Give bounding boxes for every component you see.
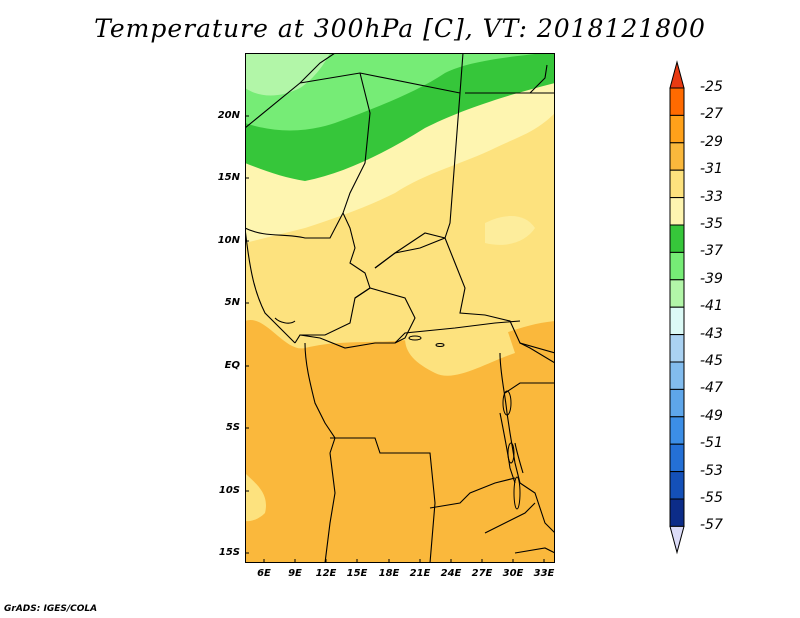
colorbar-tick-label: -47	[700, 380, 723, 397]
lon-tick-label: 30E	[502, 568, 524, 579]
lake-outline	[435, 343, 445, 347]
colorbar-tick-label: -51	[700, 435, 723, 452]
lon-tick-label: 12E	[315, 568, 337, 579]
border-line	[374, 237, 555, 354]
lat-tick-label: EQ	[224, 360, 240, 371]
colorbar-swatch	[669, 361, 685, 390]
lon-tick-label: 9E	[288, 568, 302, 579]
lat-tick-label: 5S	[225, 422, 240, 433]
credit-text: GrADS: IGES/COLA	[4, 604, 98, 614]
lat-tick-label: 10S	[218, 485, 240, 496]
lat-tick-label: 10N	[217, 235, 240, 246]
colorbar-swatch	[669, 498, 685, 527]
colorbar-tick-label: -43	[700, 325, 723, 342]
colorbar-swatch	[669, 388, 685, 418]
colorbar-tick-label: -29	[700, 133, 723, 150]
colorbar-tick-label: -41	[700, 298, 723, 315]
colorbar-arrow-top	[669, 60, 685, 89]
colorbar-tick-label: -31	[700, 161, 723, 178]
colorbar-tick-label: -57	[700, 517, 723, 534]
border-line	[529, 64, 548, 94]
lake-outline	[507, 442, 515, 464]
colorbar-tick-label: -55	[700, 490, 723, 506]
map-border	[245, 53, 555, 563]
border-line	[504, 382, 535, 394]
temperature-map	[245, 53, 555, 563]
colorbar-arrow-bottom	[669, 525, 685, 555]
border-line	[245, 227, 296, 344]
shade-orange	[245, 319, 555, 563]
colorbar-tick-label: -37	[700, 243, 723, 260]
shade-yellow-patch	[245, 473, 266, 522]
border-line	[499, 412, 516, 484]
border-line	[304, 342, 336, 454]
border-line	[484, 502, 536, 534]
colorbar-tick-label: -27	[700, 106, 723, 123]
border-line	[300, 212, 371, 336]
border-line	[324, 452, 336, 563]
border-line	[274, 317, 296, 324]
lake-outline	[502, 390, 512, 416]
colorbar-tick-label: -33	[700, 188, 723, 205]
colorbar-tick-label: -49	[700, 407, 723, 424]
colorbar-swatch	[669, 114, 685, 144]
colorbar-tick-label: -25	[700, 79, 723, 95]
border-line	[519, 482, 555, 534]
border-line	[342, 72, 371, 214]
shade-light-yellow-patch	[485, 216, 535, 245]
lon-tick-label: 27E	[471, 568, 493, 579]
lat-tick-label: 15S	[218, 547, 240, 558]
colorbar-tick-label: -35	[700, 216, 723, 232]
colorbar-swatch	[669, 334, 685, 363]
colorbar-swatch	[669, 87, 685, 116]
border-line	[429, 477, 516, 509]
lon-tick-label: 21E	[409, 568, 431, 579]
colorbar-swatch	[669, 471, 685, 500]
lon-tick-label: 6E	[257, 568, 271, 579]
lake-outline	[513, 476, 521, 510]
lon-tick-label: 18E	[378, 568, 400, 579]
lake-outline	[408, 335, 422, 341]
colorbar-swatch	[669, 306, 685, 336]
colorbar-swatch	[669, 251, 685, 281]
lat-tick-label: 5N	[224, 297, 240, 308]
colorbar-tick-label: -45	[700, 353, 723, 369]
border-line	[330, 437, 436, 563]
shade-green-light	[245, 53, 330, 96]
colorbar-swatch	[669, 416, 685, 445]
border-line	[354, 287, 416, 344]
colorbar-tick-label: -53	[700, 462, 723, 479]
border-line	[514, 547, 555, 554]
border-line	[514, 442, 524, 474]
lat-tick-label: 15N	[217, 172, 240, 183]
colorbar-tick-label: -39	[700, 270, 723, 287]
border-line	[245, 212, 344, 239]
colorbar-swatch	[669, 197, 685, 226]
colorbar-swatch	[669, 443, 685, 473]
colorbar-swatch	[669, 279, 685, 308]
shade-green-mid	[245, 53, 545, 131]
lon-tick-label: 33E	[533, 568, 555, 579]
border-line	[519, 342, 555, 364]
shade-yellow-patch	[405, 323, 515, 376]
colorbar-swatch	[669, 169, 685, 199]
colorbar	[669, 60, 685, 555]
map-title: Temperature at 300hPa [C], VT: 201812180…	[94, 14, 706, 43]
lon-tick-label: 24E	[440, 568, 462, 579]
colorbar-swatch	[669, 224, 685, 253]
colorbar-swatch	[669, 142, 685, 171]
lat-tick-label: 20N	[217, 110, 240, 121]
border-line	[294, 320, 521, 349]
lon-tick-label: 15E	[346, 568, 368, 579]
border-line	[245, 53, 336, 129]
border-line	[299, 53, 464, 94]
